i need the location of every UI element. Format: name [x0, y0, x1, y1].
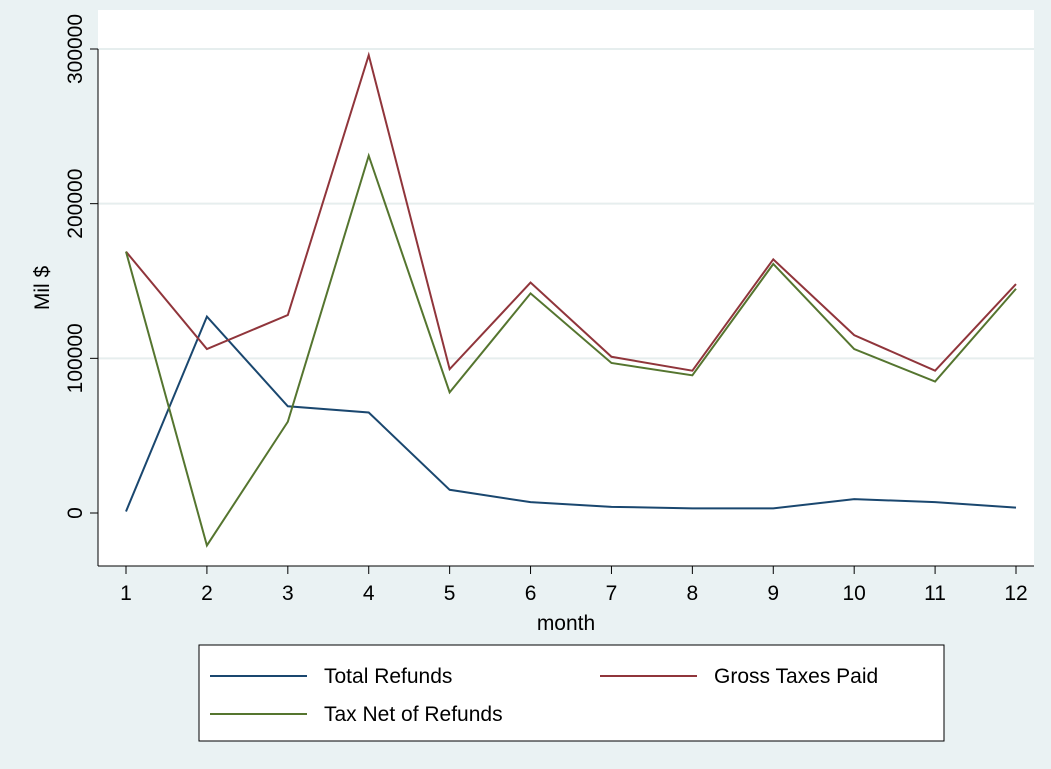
x-tick-label: 2: [201, 582, 213, 605]
x-tick-label: 4: [363, 582, 375, 605]
x-tick-label: 8: [687, 582, 699, 605]
series-line-tax-net-of-refunds: [125, 152, 1017, 548]
x-tick-label: 3: [282, 582, 294, 605]
y-axis-label: Mil $: [31, 266, 54, 311]
legend-box: [198, 644, 945, 742]
x-axis-label: month: [537, 612, 595, 635]
x-tick-label: 10: [843, 582, 866, 605]
plot-area: [98, 10, 1034, 566]
x-tick-label: 12: [1004, 582, 1027, 605]
y-tick-label: 200000: [64, 169, 87, 239]
x-tick-label: 1: [120, 582, 132, 605]
series-line-total-refunds: [125, 314, 1017, 512]
legend: Total Refunds Gross Taxes Paid Tax Net of …: [198, 644, 945, 742]
x-tick-label: 6: [525, 582, 537, 605]
legend-label: Total Refunds: [324, 665, 452, 688]
x-tick-label: 9: [767, 582, 779, 605]
legend-label: Tax Net of Refunds: [324, 703, 503, 726]
y-tick-label: 100000: [64, 323, 87, 393]
x-tick-label: 5: [444, 582, 456, 605]
series-line-gross-taxes-paid: [125, 51, 1017, 372]
series-lines: [125, 51, 1017, 548]
y-tick-label: 0: [64, 507, 87, 519]
legend-label: Gross Taxes Paid: [714, 665, 878, 688]
x-tick-label: 7: [606, 582, 618, 605]
y-tick-label: 300000: [64, 14, 87, 84]
x-tick-label: 11: [924, 582, 946, 605]
